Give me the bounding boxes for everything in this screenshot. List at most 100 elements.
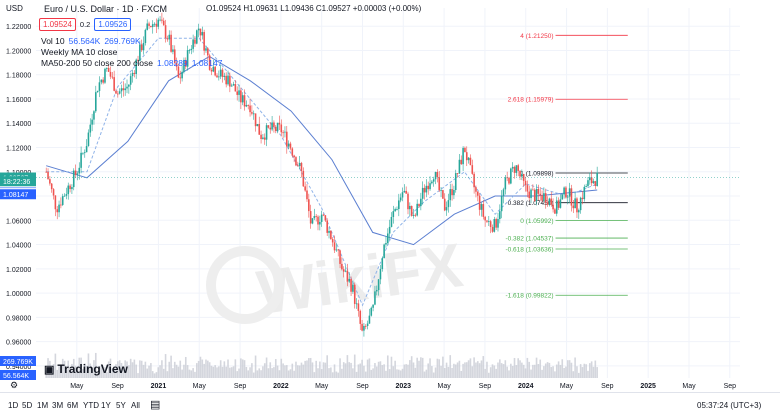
range-3m-button[interactable]: 3M xyxy=(52,401,64,410)
candle-body xyxy=(280,124,283,133)
range-6m-button[interactable]: 6M xyxy=(67,401,79,410)
candle-body xyxy=(489,221,492,228)
candle-body xyxy=(265,125,268,140)
candle-body xyxy=(385,243,387,245)
candles xyxy=(45,12,598,337)
candle-body xyxy=(74,170,77,175)
volume-bar xyxy=(140,360,143,378)
candle-body xyxy=(407,193,409,210)
candle-body xyxy=(197,28,200,31)
x-tick-label: May xyxy=(193,383,207,390)
range-1d-button[interactable]: 1D xyxy=(8,401,19,410)
buy-price-button[interactable]: 1.09526 xyxy=(94,18,132,31)
candle-body xyxy=(218,76,220,78)
price-tag-label: 18:22:36 xyxy=(3,179,30,186)
settings-gear-icon[interactable]: ⚙ xyxy=(10,380,18,390)
volume-bar xyxy=(183,364,185,378)
volume-bar xyxy=(162,368,165,378)
candle-body xyxy=(104,68,106,83)
volume-bar xyxy=(93,360,95,378)
candle-body xyxy=(274,126,277,131)
volume-bar xyxy=(388,369,391,378)
date-range-icon[interactable]: ▤ xyxy=(150,399,161,411)
range-1m-button[interactable]: 1M xyxy=(37,401,49,410)
candle-body xyxy=(488,221,490,223)
volume-bar xyxy=(471,366,474,378)
fib-level-label: -0.618 (1.03636) xyxy=(505,246,553,253)
volume-bar xyxy=(353,354,356,378)
candle-body xyxy=(469,157,472,166)
candle-body xyxy=(381,258,384,269)
volume-bar xyxy=(394,360,396,378)
candle-body xyxy=(298,162,301,167)
volume-bar xyxy=(526,357,529,378)
candle-body xyxy=(208,55,211,70)
volume-bar xyxy=(45,370,48,378)
volume-bar xyxy=(589,363,591,378)
candle-body xyxy=(194,39,196,44)
ma200-line xyxy=(46,55,598,246)
volume-bar xyxy=(372,368,374,378)
candle-body xyxy=(289,143,292,149)
candle-body xyxy=(535,188,538,201)
range-ytd-button[interactable]: YTD xyxy=(83,401,99,410)
range-1y-button[interactable]: 1Y xyxy=(101,401,111,410)
candle-body xyxy=(49,179,51,184)
candle-body xyxy=(517,165,519,171)
candle-body xyxy=(146,23,149,30)
volume-bar xyxy=(243,360,246,378)
volume-bar xyxy=(72,358,75,378)
volume-bar xyxy=(566,360,569,378)
volume-bar xyxy=(488,372,490,378)
y-tick-label: 1.12000 xyxy=(6,146,31,153)
y-tick-label: 1.14000 xyxy=(6,121,31,128)
range-all-button[interactable]: All xyxy=(131,401,140,410)
volume-bar xyxy=(100,365,103,378)
candle-body xyxy=(533,189,536,201)
candle-body xyxy=(188,50,191,51)
volume-bar xyxy=(522,364,525,378)
range-5y-button[interactable]: 5Y xyxy=(116,401,126,410)
sell-price-button[interactable]: 1.09524 xyxy=(39,18,76,31)
volume-bar xyxy=(537,364,540,378)
volume-bar xyxy=(368,358,371,378)
candle-body xyxy=(451,189,453,196)
volume-bar xyxy=(546,362,549,378)
candle-body xyxy=(80,152,82,168)
candle-body xyxy=(252,113,255,115)
volume-bar xyxy=(109,358,112,378)
candle-body xyxy=(341,263,343,270)
candle-body xyxy=(111,76,114,78)
candle-body xyxy=(563,187,565,195)
candle-body xyxy=(221,69,224,77)
candle-body xyxy=(388,226,391,234)
volume-bar xyxy=(502,364,505,378)
volume-bar xyxy=(161,360,163,378)
volume-bar xyxy=(386,355,389,378)
volume-bar xyxy=(78,357,81,378)
candle-body xyxy=(394,209,396,212)
wikifx-watermark: WikiFX xyxy=(206,231,467,328)
volume-bar xyxy=(361,359,363,378)
range-5d-button[interactable]: 5D xyxy=(22,401,33,410)
volume-bar xyxy=(423,371,426,378)
candle-body xyxy=(386,233,389,244)
volume-bar xyxy=(375,366,378,378)
candle-body xyxy=(238,90,240,95)
candle-body xyxy=(295,157,297,166)
volume-bar xyxy=(207,360,209,378)
volume-bar xyxy=(245,367,248,378)
volume-bar xyxy=(530,369,532,378)
candle-body xyxy=(190,48,193,51)
candle-body xyxy=(330,230,332,240)
candle-body xyxy=(269,127,272,130)
volume-bar xyxy=(54,353,57,378)
volume-bar xyxy=(572,371,575,378)
candle-body xyxy=(429,183,431,190)
volume-bar xyxy=(214,365,216,378)
volume-bar xyxy=(91,367,93,378)
volume-bar xyxy=(89,363,92,378)
candle-body xyxy=(434,171,437,180)
candle-body xyxy=(421,187,424,199)
